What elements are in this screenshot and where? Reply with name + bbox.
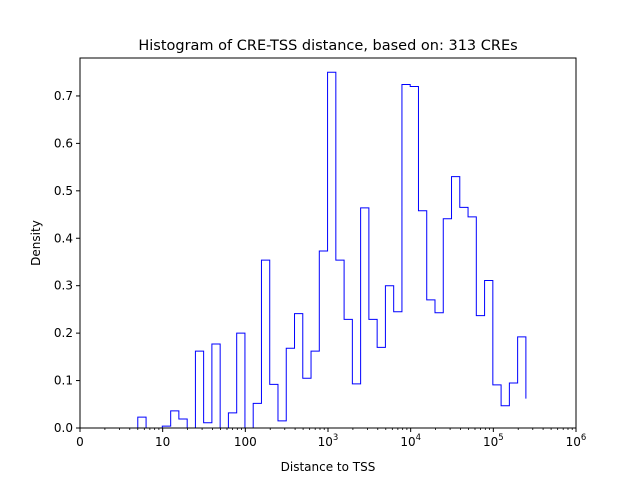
y-axis-label: Density [29,220,43,266]
histogram-bin [418,211,426,428]
y-tick-label: 0.6 [54,136,73,150]
histogram-bin [278,421,286,428]
histogram-bin [303,378,311,428]
histogram-bin [319,251,327,428]
y-tick-label: 0.5 [54,184,73,198]
histogram-bin [435,313,443,428]
histogram-bin [179,419,187,428]
histogram-bin [295,314,303,428]
x-tick-label: 100 [234,435,257,449]
histogram-bin [171,411,179,428]
histogram-bin [228,413,236,428]
histogram-bin [377,347,385,428]
histogram-bin [493,385,501,428]
plot-area [137,71,527,429]
histogram-bin [468,217,476,428]
chart-title: Histogram of CRE-TSS distance, based on:… [138,38,517,54]
histogram-bin [352,384,360,428]
histogram-bin [138,417,146,428]
histogram-bin [385,286,393,428]
y-tick-label: 0.1 [54,374,73,388]
y-tick-label: 0.0 [54,421,73,435]
x-tick-label: 0 [76,435,84,449]
histogram-outline [137,71,527,429]
histogram-bin [336,260,344,428]
x-tick-label: 10 [155,435,170,449]
histogram-bin [394,312,402,428]
histogram-bin [369,319,377,428]
histogram-bin [518,337,526,428]
histogram-bin [328,72,336,428]
histogram-bin [261,260,269,428]
histogram-bin [509,383,517,428]
histogram-bin [253,403,261,428]
histogram-bin [460,207,468,428]
histogram-bin [501,406,509,428]
histogram-bin [476,316,484,428]
histogram-bin [270,384,278,428]
histogram-bin [452,177,460,428]
histogram-bin [410,86,418,428]
histogram-bin [344,319,352,428]
histogram-bin [361,208,369,428]
histogram-bin [402,85,410,428]
histogram-bin [212,344,220,428]
histogram-bin [286,348,294,428]
histogram-bin [311,351,319,428]
histogram-bin [204,423,212,428]
histogram-bin [485,280,493,428]
y-tick-label: 0.4 [54,231,73,245]
histogram-bin [427,300,435,428]
y-tick-label: 0.2 [54,326,73,340]
x-axis-label: Distance to TSS [281,460,376,474]
histogram-bin [195,351,203,428]
histogram-bin [443,219,451,428]
y-tick-label: 0.7 [54,89,73,103]
y-tick-label: 0.3 [54,279,73,293]
histogram-bin [237,333,245,428]
